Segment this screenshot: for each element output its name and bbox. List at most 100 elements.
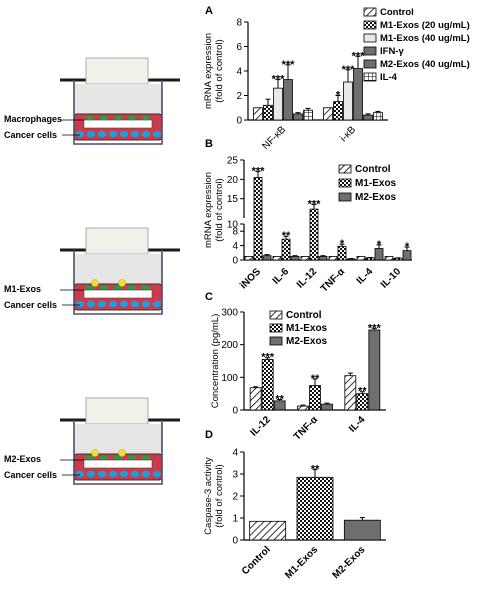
- significance-mark: ***: [282, 59, 296, 71]
- bar: [368, 329, 381, 411]
- legend-label: IL-4: [380, 72, 398, 83]
- bar: [309, 208, 319, 261]
- cancer-cell: [119, 300, 129, 308]
- y-tick-label: 8: [236, 18, 242, 29]
- insert-cell: [86, 286, 94, 289]
- exosome-dot: [118, 279, 126, 287]
- y-tick-label: 4: [236, 67, 242, 78]
- cancer-cell: [108, 300, 118, 308]
- bar: [393, 257, 403, 261]
- x-tick-label: IL-4: [347, 414, 368, 435]
- y-tick-label: 0: [236, 116, 242, 127]
- x-tick-label: IL-12: [249, 414, 274, 439]
- cancer-cell: [86, 130, 96, 138]
- cancer-cell: [119, 470, 129, 478]
- macrophage-cell: [128, 115, 136, 121]
- y-tick-label: 0: [232, 536, 238, 547]
- bar: [290, 255, 300, 261]
- significance-mark: ***: [342, 64, 356, 76]
- significance-mark: ***: [352, 50, 366, 62]
- bar: [261, 358, 274, 411]
- significance-mark: **: [358, 386, 367, 398]
- significance-mark: ***: [272, 74, 286, 86]
- legend-label: IFN-γ: [380, 46, 404, 57]
- significance-mark: *: [377, 239, 382, 251]
- significance-mark: *: [340, 238, 345, 250]
- insert-cell: [142, 286, 150, 289]
- cancer-cell: [141, 130, 151, 138]
- schematic-bottom-label: Cancer cells: [4, 130, 57, 140]
- bar: [244, 255, 254, 261]
- cancer-cell: [97, 300, 107, 308]
- cancer-cell: [152, 130, 162, 138]
- bar: [249, 520, 287, 541]
- y-axis-label: (fold of control): [214, 464, 225, 527]
- y-tick-label: 2: [236, 91, 242, 102]
- cancer-cell: [97, 130, 107, 138]
- significance-mark: **: [275, 394, 284, 406]
- cancer-cell: [130, 130, 140, 138]
- bar: [253, 107, 263, 121]
- bar: [253, 176, 263, 261]
- bar: [318, 255, 328, 261]
- bar: [384, 255, 394, 261]
- bar: [344, 375, 357, 411]
- bar: [263, 104, 273, 121]
- insert-cell: [114, 286, 122, 289]
- insert-cell: [114, 456, 122, 459]
- legend-swatch: [363, 20, 377, 30]
- cancer-cell: [119, 130, 129, 138]
- cancer-cell: [86, 470, 96, 478]
- bar: [321, 403, 333, 411]
- bar: [309, 385, 321, 411]
- insert-cell: [128, 456, 136, 459]
- legend-label: M2-Exos (40 ug/mL): [380, 59, 470, 70]
- panel-letter: B: [205, 138, 213, 150]
- x-tick-label: i-κB: [338, 124, 358, 144]
- macrophage-cell: [114, 115, 122, 121]
- legend-label: M1-Exos: [286, 323, 328, 334]
- insert-top: [85, 57, 149, 85]
- cancer-cell: [75, 300, 85, 308]
- y-tick-label: 6: [236, 42, 242, 53]
- bar: [303, 109, 313, 121]
- significance-mark: **: [282, 230, 291, 242]
- y-tick-label: 8: [232, 227, 238, 238]
- bar: [328, 255, 338, 261]
- significance-mark: ***: [368, 322, 382, 334]
- insert-cell: [100, 286, 108, 289]
- legend-label: Control: [286, 310, 322, 321]
- significance-mark: ***: [308, 198, 322, 210]
- x-tick-label: IL-12: [295, 266, 320, 291]
- macrophage-cell: [86, 115, 94, 121]
- bar: [272, 255, 282, 261]
- y-tick-label: 1: [232, 514, 238, 525]
- schematic-top-label: M1-Exos: [4, 284, 41, 294]
- y-axis-label: Caspase-3 activity: [203, 457, 214, 535]
- significance-mark: ***: [261, 352, 275, 364]
- y-tick-label: 200: [221, 340, 238, 351]
- schematic-top-label: M2-Exos: [4, 454, 41, 464]
- bar: [300, 255, 310, 261]
- bar: [346, 258, 356, 261]
- panel-letter: C: [205, 291, 213, 303]
- x-tick-label: M1-Exos: [283, 544, 320, 581]
- x-tick-label: M2-Exos: [331, 544, 368, 581]
- macrophage-cell: [100, 115, 108, 121]
- y-axis-label: mRNA expression: [203, 172, 214, 248]
- bar: [273, 87, 283, 121]
- beaker-wall: [73, 80, 163, 145]
- y-tick-label: 300: [221, 308, 238, 319]
- bar: [283, 79, 293, 121]
- significance-mark: ***: [252, 166, 266, 178]
- y-tick-label: 25: [227, 156, 239, 167]
- cancer-cell: [141, 300, 151, 308]
- legend-label: Control: [355, 164, 391, 175]
- cancer-cell: [130, 470, 140, 478]
- insert-membrane: [83, 459, 153, 469]
- legend-swatch: [363, 33, 377, 43]
- insert-membrane: [83, 289, 153, 299]
- significance-mark: *: [405, 241, 410, 253]
- schematic-macrophages: Macrophages Cancer cells: [4, 57, 180, 145]
